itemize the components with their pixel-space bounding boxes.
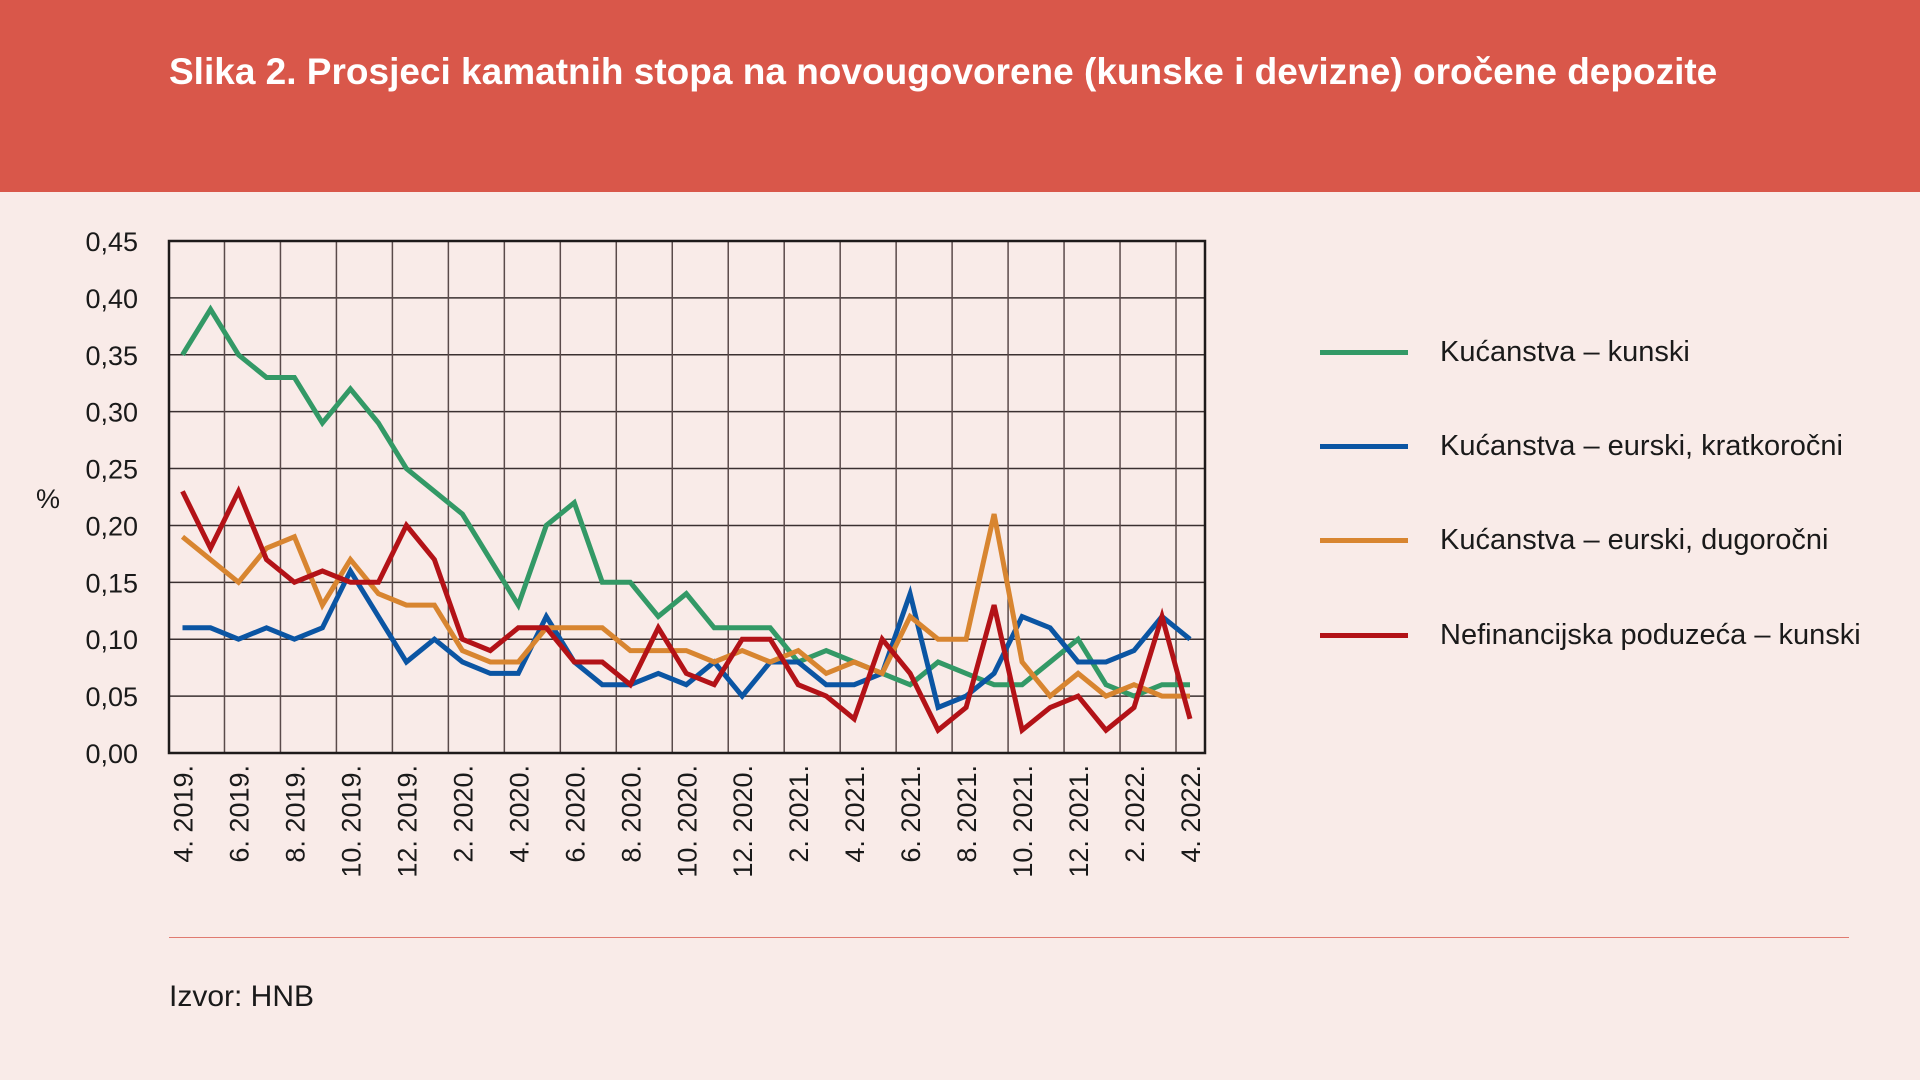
legend-label: Kućanstva – kunski [1440,335,1690,368]
x-tick-label: 4. 2020. [504,765,534,863]
legend-label: Nefinancijska poduzeća – kunski [1440,618,1861,651]
x-tick-label: 8. 2020. [616,765,646,863]
header-banner: Slika 2. Prosjeci kamatnih stopa na novo… [0,0,1920,192]
y-tick-label: 0,45 [85,227,138,257]
y-tick-label: 0,10 [85,625,138,655]
legend-label: Kućanstva – eurski, dugoročni [1440,523,1829,556]
series-line [180,304,1190,699]
x-tick-label: 4. 2019. [169,765,199,863]
y-tick-label: 0,40 [85,284,138,314]
legend-swatch [1320,537,1408,543]
legend-item: Kućanstva – kunski [1320,332,1690,372]
legend-swatch [1320,443,1408,449]
x-tick-label: 8. 2021. [952,765,982,863]
x-tick-label: 12. 2020. [728,765,758,878]
legend-item: Kućanstva – eurski, dugoročni [1320,520,1829,560]
legend-swatch [1320,632,1408,638]
y-tick-label: 0,05 [85,682,138,712]
x-tick-label: 10. 2020. [672,765,702,878]
y-tick-label: 0,15 [85,568,138,598]
y-tick-label: 0,35 [85,341,138,371]
y-tick-label: 0,30 [85,398,138,428]
plot-frame [167,239,1207,755]
series-line [180,485,1193,735]
legend-label: Kućanstva – eurski, kratkoročni [1440,429,1843,462]
x-tick-label: 10. 2019. [336,765,366,878]
x-tick-label: 12. 2021. [1064,765,1094,878]
y-axis-label: % [36,484,60,514]
legend-item: Kućanstva – eurski, kratkoročni [1320,426,1843,466]
x-tick-label: 2. 2022. [1120,765,1150,863]
legend-item: Nefinancijska poduzeća – kunski [1320,615,1861,655]
y-tick-label: 0,00 [85,739,138,769]
x-tick-label: 8. 2019. [280,765,310,863]
x-tick-label: 2. 2020. [448,765,478,863]
divider [169,937,1849,938]
y-tick-label: 0,25 [85,455,138,485]
source-note: Izvor: HNB [169,980,315,1013]
x-tick-label: 2. 2021. [784,765,814,863]
x-tick-label: 4. 2022. [1176,765,1206,863]
x-tick-label: 12. 2019. [392,765,422,878]
chart-title: Slika 2. Prosjeci kamatnih stopa na novo… [169,51,1718,92]
x-tick-label: 4. 2021. [840,765,870,863]
legend-swatch [1320,349,1408,355]
x-tick-label: 6. 2020. [560,765,590,863]
x-tick-label: 6. 2019. [224,765,254,863]
y-tick-label: 0,20 [85,511,138,541]
x-tick-label: 10. 2021. [1008,765,1038,878]
x-tick-label: 6. 2021. [896,765,926,863]
